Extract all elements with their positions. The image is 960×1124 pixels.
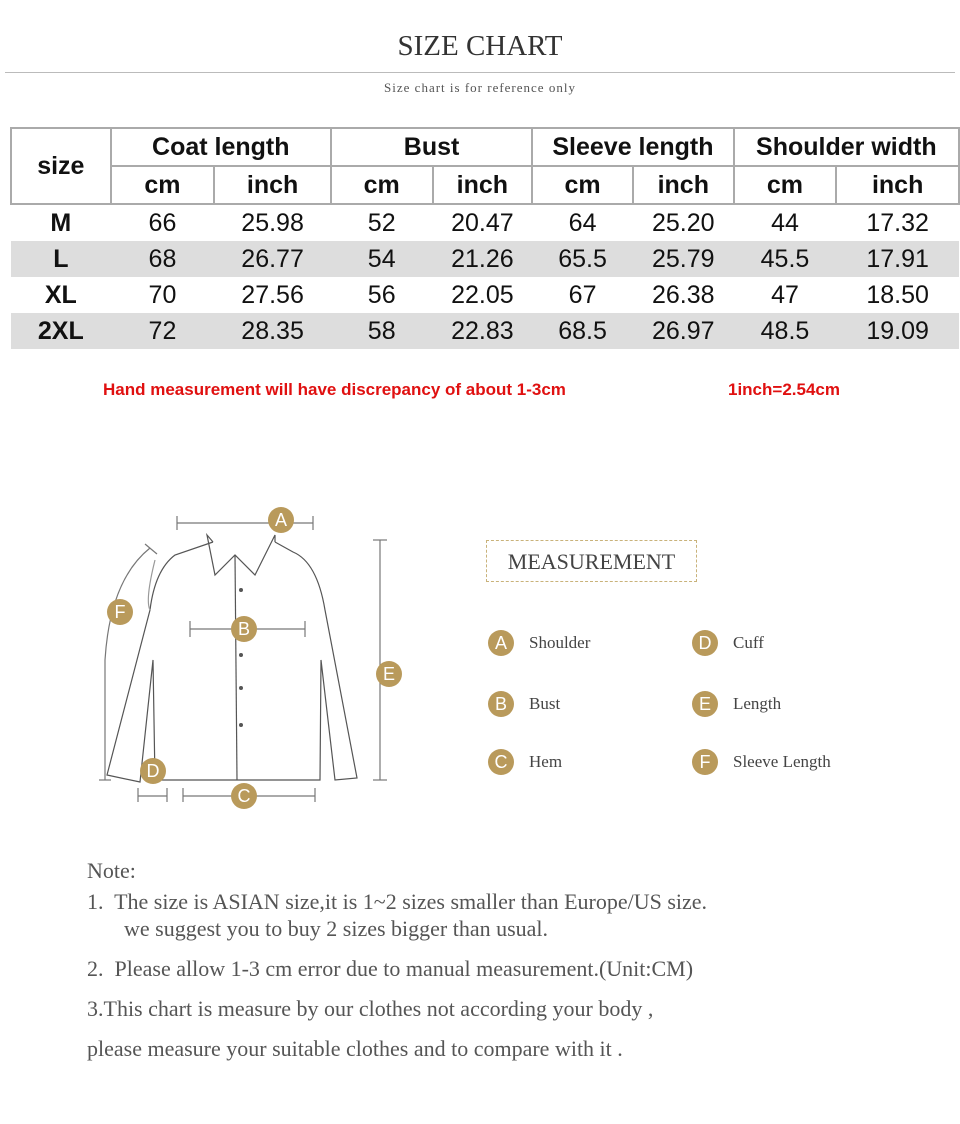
legend-label: Shoulder — [529, 633, 591, 652]
size-value: 25.79 — [632, 241, 734, 277]
diagram-letter: A — [268, 507, 294, 533]
legend-label: Hem — [529, 752, 563, 771]
unit-header: cm — [109, 165, 216, 205]
size-value: 26.38 — [652, 280, 715, 309]
note-heading: Note: — [87, 858, 136, 883]
diagram-letter: E — [376, 661, 402, 687]
size-value: 67 — [568, 280, 597, 309]
size-value: 25.20 — [652, 208, 715, 237]
unit-header: cm — [732, 165, 838, 205]
legend-letter: E — [692, 691, 718, 717]
note-line: 2. Please allow 1-3 cm error due to manu… — [87, 956, 694, 981]
legend-letter: C — [488, 749, 514, 775]
size-value: 18.50 — [866, 280, 929, 309]
size-row: XL 70 27.56 56 22.05 67 26.38 47 18.50 — [11, 277, 959, 313]
diagram-letter: F — [107, 599, 133, 625]
note-line: 3.This chart is measure by our clothes n… — [87, 996, 654, 1021]
size-value: 66 — [148, 208, 177, 237]
diagram-letter: B — [231, 616, 257, 642]
divider — [5, 72, 955, 73]
size-value: 56 — [367, 280, 396, 309]
size-value: 48.5 — [733, 313, 837, 349]
size-row: M 66 25.98 52 20.47 64 25.20 44 17.32 — [11, 204, 959, 241]
legend-letter: D — [692, 630, 718, 656]
legend-label: Sleeve Length — [733, 752, 831, 771]
size-value: 64 — [568, 208, 597, 237]
conversion: 1inch=2.54cm — [728, 380, 840, 399]
size-value: 72 — [110, 313, 215, 349]
size-value: 70 — [148, 280, 177, 309]
size-value: 47 — [771, 280, 799, 309]
shirt-diagram — [99, 516, 387, 802]
measurement-title: MEASUREMENT — [486, 540, 697, 582]
size-value: 68 — [110, 241, 215, 277]
size-name: XL — [44, 280, 77, 309]
size-value: 21.26 — [432, 241, 533, 277]
size-value: 22.83 — [432, 313, 533, 349]
group-header: Sleeve length — [531, 127, 735, 167]
legend-label: Cuff — [733, 633, 764, 652]
size-value: 25.98 — [241, 208, 304, 237]
size-name: M — [50, 208, 72, 237]
size-name: L — [11, 241, 111, 277]
size-value: 20.47 — [451, 208, 514, 237]
legend-letter: A — [488, 630, 514, 656]
size-value: 27.56 — [241, 280, 304, 309]
size-value: 52 — [367, 208, 396, 237]
size-value: 26.77 — [214, 241, 331, 277]
size-row: L 68 26.77 54 21.26 65.5 25.79 45.5 17.91 — [11, 241, 959, 277]
warning: Hand measurement will have discrepancy o… — [103, 380, 566, 399]
unit-row: cm inch cm inch cm inch cm inch — [11, 165, 960, 205]
corner-cell: size — [10, 127, 112, 205]
diagram-letter: C — [231, 783, 257, 809]
size-value: 65.5 — [532, 241, 633, 277]
title: SIZE CHART — [397, 30, 563, 62]
group-header: Shoulder width — [732, 127, 960, 167]
size-value: 58 — [330, 313, 433, 349]
note-line: please measure your suitable clothes and… — [87, 1036, 623, 1061]
size-value: 54 — [330, 241, 433, 277]
size-table: size Coat length Bust Sleeve length Shoulder… — [10, 127, 960, 349]
unit-header: inch — [213, 165, 332, 205]
legend-label: Length — [733, 694, 782, 713]
note-line: we suggest you to buy 2 sizes bigger tha… — [124, 916, 549, 941]
size-value: 19.09 — [836, 313, 959, 349]
note-line: 1. The size is ASIAN size,it is 1~2 size… — [87, 889, 708, 914]
size-value: 26.97 — [632, 313, 734, 349]
legend-letter: F — [692, 749, 718, 775]
size-value: 28.35 — [214, 313, 331, 349]
size-value: 44 — [771, 208, 799, 237]
size-value: 68.5 — [532, 313, 633, 349]
size-value: 45.5 — [733, 241, 837, 277]
header-row: size Coat length Bust Sleeve length Shoulder… — [10, 127, 960, 205]
legend-label: Bust — [529, 694, 561, 713]
diagram-letter: D — [140, 758, 166, 784]
group-header: Bust — [329, 127, 534, 167]
size-value: 17.32 — [866, 208, 929, 237]
size-name: 2XL — [11, 313, 111, 349]
unit-header: inch — [431, 165, 534, 205]
unit-header: cm — [329, 165, 434, 205]
group-header: Coat length — [109, 127, 332, 167]
subtitle: Size chart is for reference only — [384, 80, 576, 95]
size-value: 22.05 — [451, 280, 514, 309]
legend-letter: B — [488, 691, 514, 717]
size-value: 17.91 — [836, 241, 959, 277]
unit-header: cm — [531, 165, 634, 205]
unit-header: inch — [835, 165, 960, 205]
size-row: 2XL 72 28.35 58 22.83 68.5 26.97 48.5 19.09 — [11, 313, 959, 349]
unit-header: inch — [631, 165, 735, 205]
